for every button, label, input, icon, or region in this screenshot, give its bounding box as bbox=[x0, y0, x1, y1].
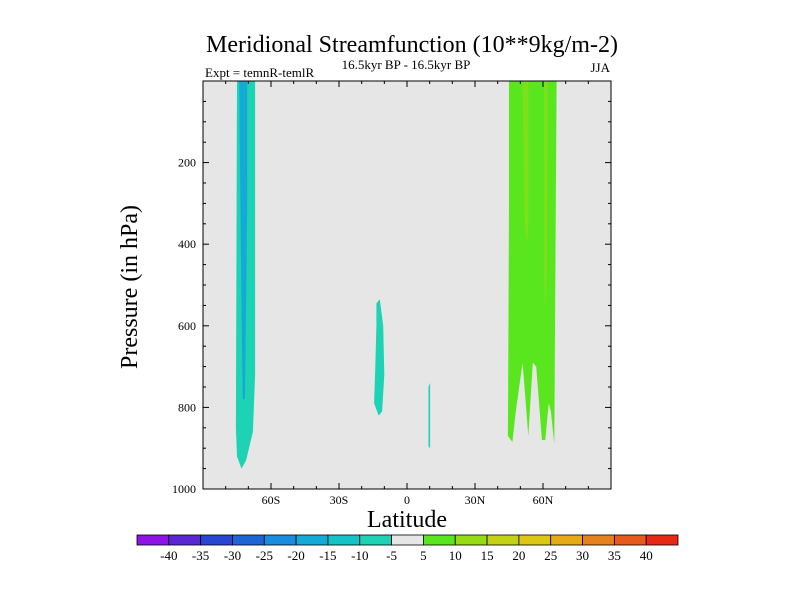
contour-regions bbox=[235, 81, 557, 469]
subtitle-right: JJA bbox=[590, 60, 610, 75]
colorbar-swatch bbox=[486, 534, 520, 546]
axis-ticks: 60S 30S 0 30N 60N 200 400 600 800 1000 bbox=[172, 81, 611, 507]
northern-hemisphere-positive-core-a bbox=[522, 81, 529, 245]
y-tick-label: 200 bbox=[178, 156, 196, 170]
x-axis-label: Latitude bbox=[367, 507, 447, 533]
colorbar-swatch bbox=[550, 534, 583, 546]
y-tick-label: 600 bbox=[178, 319, 196, 333]
x-tick-label: 30N bbox=[465, 493, 486, 507]
colorbar-label: 10 bbox=[449, 548, 462, 563]
colorbar-swatch bbox=[295, 534, 329, 546]
subtitle-center: 16.5kyr BP - 16.5kyr BP bbox=[342, 57, 471, 72]
colorbar-swatch bbox=[168, 534, 202, 546]
x-tick-label: 60N bbox=[533, 493, 554, 507]
colorbar-label: 30 bbox=[576, 548, 589, 563]
southern-hemisphere-negative-cell-core bbox=[239, 81, 248, 400]
colorbar-label: 20 bbox=[512, 548, 525, 563]
colorbar-swatch bbox=[518, 534, 552, 546]
colorbar-label: 40 bbox=[640, 548, 653, 563]
colorbar-swatch bbox=[200, 534, 233, 546]
colorbar-label: 35 bbox=[608, 548, 621, 563]
y-tick-label: 1000 bbox=[172, 482, 196, 496]
colorbar-swatch bbox=[613, 534, 647, 546]
colorbar-swatch bbox=[423, 534, 456, 546]
colorbar-swatch bbox=[645, 534, 679, 546]
colorbar-swatch bbox=[327, 534, 361, 546]
colorbar-label: -10 bbox=[351, 548, 368, 563]
colorbar-label: 25 bbox=[544, 548, 557, 563]
subtitle-left: Expt = temnR-temlR bbox=[205, 65, 314, 80]
x-tick-label: 60S bbox=[262, 493, 281, 507]
equatorial-negative-sliver bbox=[428, 382, 431, 449]
y-tick-label: 400 bbox=[178, 237, 196, 251]
colorbar-label: -40 bbox=[160, 548, 177, 563]
colorbar-label: -25 bbox=[256, 548, 273, 563]
colorbar: -40 -35 -30 -25 -20 -15 -10 -5 5 10 15 20 25 30 35 40 bbox=[136, 534, 679, 563]
northern-hemisphere-positive-core-b bbox=[544, 81, 548, 310]
colorbar-label: 5 bbox=[420, 548, 427, 563]
colorbar-label: -15 bbox=[319, 548, 336, 563]
chart-title: Meridional Streamfunction (10**9kg/m-2) bbox=[206, 32, 618, 58]
y-tick-label: 800 bbox=[178, 400, 196, 414]
colorbar-swatch bbox=[359, 534, 392, 546]
colorbar-label: -20 bbox=[287, 548, 304, 563]
colorbar-label: 15 bbox=[481, 548, 494, 563]
y-axis-label: Pressure (in hPa) bbox=[117, 205, 143, 369]
colorbar-swatch bbox=[263, 534, 297, 546]
colorbar-label: -30 bbox=[224, 548, 241, 563]
x-tick-label: 30S bbox=[330, 493, 349, 507]
colorbar-label: -5 bbox=[386, 548, 397, 563]
x-tick-label: 0 bbox=[404, 493, 410, 507]
colorbar-swatch bbox=[232, 534, 265, 546]
tropical-negative-cell bbox=[374, 299, 385, 416]
colorbar-label: -35 bbox=[192, 548, 209, 563]
colorbar-swatch bbox=[136, 534, 170, 546]
colorbar-swatch bbox=[391, 534, 424, 546]
colorbar-swatch bbox=[454, 534, 488, 546]
colorbar-swatch bbox=[582, 534, 615, 546]
